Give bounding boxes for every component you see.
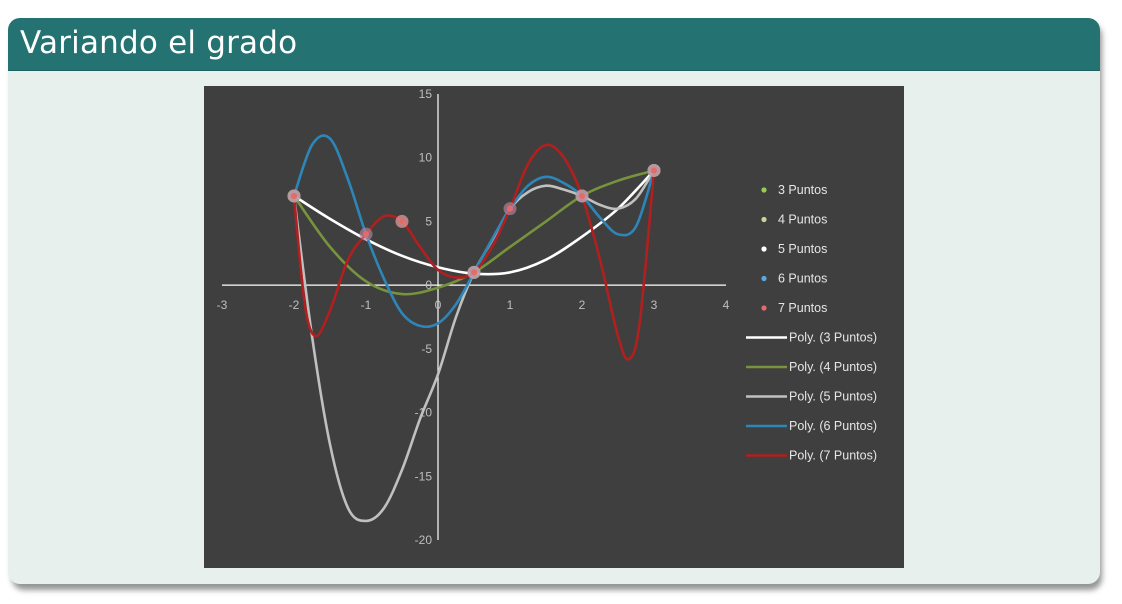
x-tick-label: 2 [579,298,586,312]
x-tick-label: 1 [507,298,514,312]
legend-label: 6 Puntos [778,272,827,286]
point-7-puntos [471,269,477,276]
chart-container: -3 -2 -1 0 1 2 3 4 15 10 5 0 -5 -10 -15 -20 3 Puntos 4 P… [204,86,904,568]
y-tick-label: 0 [425,278,432,292]
point-7-puntos [507,205,513,212]
y-tick-label: -5 [421,342,432,356]
legend-label: Poly. (7 Puntos) [789,449,877,463]
point-7-puntos [651,167,657,174]
legend-marker-3-puntos [761,187,767,193]
legend-label: Poly. (6 Puntos) [789,419,877,433]
trendline-7-puntos [292,143,656,361]
point-7-puntos [399,218,405,225]
point-7-puntos [291,192,297,199]
legend-label: 4 Puntos [778,213,827,227]
legend-label: Poly. (3 Puntos) [789,331,877,345]
x-tick-label: 3 [651,298,658,312]
legend-marker-5-puntos [761,246,767,252]
y-tick-label: -15 [415,469,433,483]
y-tick-label: -20 [415,533,433,547]
legend: 3 Puntos 4 Puntos 5 Puntos 6 Puntos 7 Puntos… [746,183,877,463]
legend-marker-4-puntos [761,216,767,223]
x-tick-label: -1 [361,298,372,312]
point-7-puntos [579,192,585,199]
x-tick-label: -2 [289,298,300,312]
legend-marker-7-puntos [761,305,767,311]
y-tick-label: 5 [425,214,432,228]
x-tick-label: 4 [723,298,730,312]
legend-label: 5 Puntos [778,242,827,256]
chart-background [204,86,904,568]
block-title-bar: Variando el grado [8,18,1100,71]
y-tick-label: 15 [419,87,433,101]
x-tick-label: 0 [435,298,442,312]
point-7-puntos [363,231,369,238]
data-points [287,163,661,279]
legend-label: Poly. (4 Puntos) [789,360,877,374]
y-tick-label: 10 [419,151,433,165]
x-tick-label: -3 [217,298,228,312]
legend-label: 3 Puntos [778,183,827,197]
legend-label: Poly. (5 Puntos) [789,390,877,404]
legend-label: 7 Puntos [778,301,827,315]
slide-title: Variando el grado [20,25,298,61]
legend-marker-6-puntos [761,275,767,282]
